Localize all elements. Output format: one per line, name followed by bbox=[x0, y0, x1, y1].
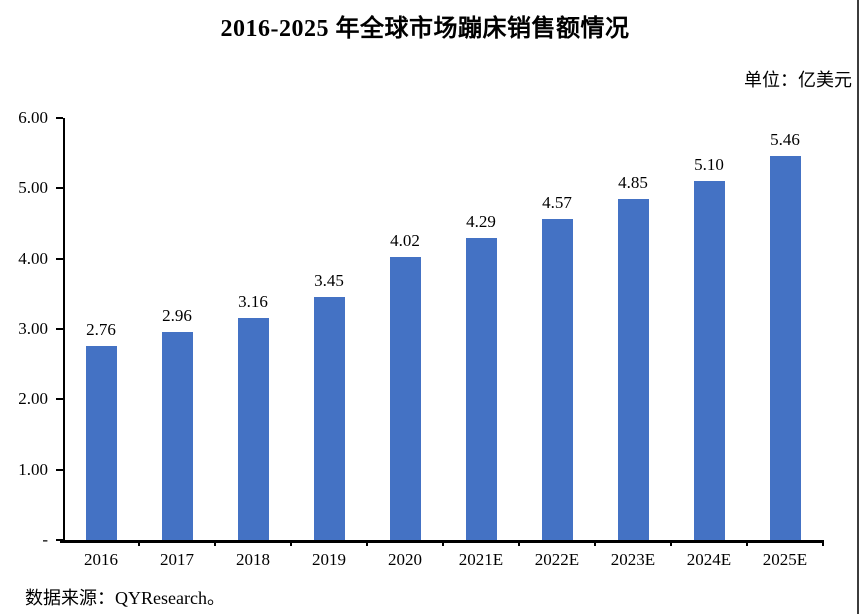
x-axis-tick bbox=[670, 540, 672, 546]
unit-label: 单位：亿美元 bbox=[744, 70, 852, 90]
bar-2023E bbox=[617, 198, 649, 540]
x-axis-category-label: 2021E bbox=[458, 550, 504, 569]
bar-value-label: 5.46 bbox=[770, 129, 800, 149]
y-axis-tick-label: 5.00 bbox=[18, 178, 48, 198]
y-axis-tick bbox=[56, 257, 63, 260]
page-border-line bbox=[857, 0, 859, 614]
x-axis-tick bbox=[214, 540, 216, 546]
x-axis-category-label: 2022E bbox=[534, 550, 580, 569]
data-source-label: 数据来源：QYResearch。 bbox=[25, 588, 225, 608]
y-axis-line bbox=[63, 118, 65, 542]
bar-value-label: 2.96 bbox=[162, 305, 192, 325]
x-axis-tick bbox=[594, 540, 596, 546]
x-axis-tick bbox=[746, 540, 748, 546]
bar-value-label: 4.02 bbox=[390, 231, 420, 251]
x-axis-category-label: 2018 bbox=[236, 550, 270, 569]
y-axis-tick-label: 4.00 bbox=[18, 248, 48, 268]
bar-value-label: 3.16 bbox=[238, 291, 268, 311]
bar-value-label: 4.85 bbox=[618, 172, 648, 192]
x-axis-tick bbox=[442, 540, 444, 546]
bar-value-label: 2.76 bbox=[86, 319, 116, 339]
y-axis-tick bbox=[56, 398, 63, 401]
y-axis-tick bbox=[56, 539, 63, 541]
bar-2024E bbox=[693, 181, 725, 540]
bar-value-label: 4.57 bbox=[542, 192, 572, 212]
x-axis-category-label: 2019 bbox=[312, 550, 346, 569]
bar-value-label: 5.10 bbox=[694, 155, 724, 175]
y-axis-tick-label: 2.00 bbox=[18, 389, 48, 409]
x-axis-tick bbox=[518, 540, 520, 546]
bar-2022E bbox=[541, 218, 573, 540]
x-axis-tick bbox=[366, 540, 368, 546]
x-axis-category-label: 2020 bbox=[388, 550, 422, 569]
bar-2019 bbox=[313, 297, 345, 540]
bar-2018 bbox=[237, 317, 269, 540]
bar-2025E bbox=[769, 155, 801, 540]
y-axis-tick bbox=[56, 468, 63, 471]
y-axis-tick bbox=[56, 117, 63, 119]
bar-2021E bbox=[465, 238, 497, 540]
y-axis-tick-label: - bbox=[42, 530, 48, 549]
bar-value-label: 4.29 bbox=[466, 212, 496, 232]
y-axis-tick-label: 6.00 bbox=[18, 108, 48, 127]
y-axis-tick-label: 1.00 bbox=[18, 459, 48, 479]
bar-2016 bbox=[85, 345, 117, 540]
x-axis-category-label: 2017 bbox=[160, 550, 194, 569]
x-axis-tick bbox=[822, 540, 824, 546]
x-axis-tick bbox=[138, 540, 140, 546]
bar-value-label: 3.45 bbox=[314, 271, 344, 291]
x-axis-category-label: 2023E bbox=[610, 550, 656, 569]
chart-title: 2016-2025 年全球市场蹦床销售额情况 bbox=[220, 16, 630, 42]
x-axis-category-label: 2025E bbox=[762, 550, 808, 569]
y-axis-tick bbox=[56, 328, 63, 330]
y-axis-tick bbox=[56, 187, 63, 190]
x-axis-category-label: 2024E bbox=[686, 550, 732, 569]
bar-2020 bbox=[389, 257, 421, 540]
y-axis-tick-label: 3.00 bbox=[18, 319, 48, 338]
x-axis-category-label: 2016 bbox=[84, 550, 118, 569]
bar-2017 bbox=[161, 331, 193, 540]
x-axis-tick bbox=[290, 540, 292, 546]
